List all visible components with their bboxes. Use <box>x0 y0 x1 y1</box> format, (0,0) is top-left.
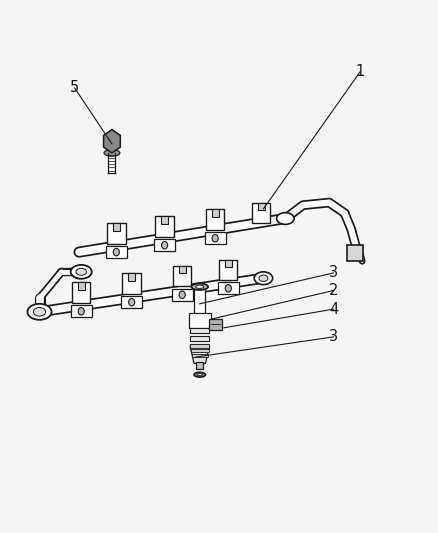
Polygon shape <box>190 346 209 364</box>
Bar <box>121 296 142 308</box>
Bar <box>178 266 185 273</box>
Bar <box>173 266 191 286</box>
Ellipse shape <box>33 308 46 316</box>
Bar <box>107 223 125 244</box>
Polygon shape <box>103 130 120 153</box>
Bar <box>72 282 90 303</box>
Bar <box>204 232 225 244</box>
Bar <box>219 260 237 280</box>
Text: 3: 3 <box>328 329 337 344</box>
Bar <box>161 216 168 224</box>
Bar <box>224 260 231 267</box>
Text: 3: 3 <box>328 265 337 280</box>
Ellipse shape <box>27 304 52 320</box>
Bar <box>188 313 210 328</box>
Circle shape <box>212 235 218 242</box>
Bar <box>78 282 85 290</box>
Circle shape <box>179 291 185 298</box>
Ellipse shape <box>276 213 293 224</box>
Text: 5: 5 <box>70 80 79 95</box>
Bar <box>71 305 92 317</box>
Text: 4: 4 <box>328 302 338 317</box>
Ellipse shape <box>71 265 92 279</box>
Bar <box>113 223 120 231</box>
Bar <box>171 289 192 301</box>
Bar <box>122 273 141 294</box>
Bar <box>190 328 209 333</box>
Bar <box>257 203 264 210</box>
Ellipse shape <box>104 150 120 156</box>
Bar <box>194 287 205 314</box>
Bar <box>191 354 207 357</box>
Ellipse shape <box>194 372 205 377</box>
Bar <box>205 209 224 230</box>
Bar <box>106 246 127 258</box>
Bar <box>154 239 175 251</box>
Bar <box>155 216 173 237</box>
Circle shape <box>128 298 134 306</box>
Bar <box>190 336 209 341</box>
Circle shape <box>225 285 231 292</box>
Ellipse shape <box>197 374 202 376</box>
Circle shape <box>161 241 167 249</box>
Ellipse shape <box>76 269 86 275</box>
Bar <box>209 319 221 330</box>
Circle shape <box>113 248 119 256</box>
Circle shape <box>78 308 84 315</box>
Text: 1: 1 <box>354 64 364 79</box>
Ellipse shape <box>191 284 208 290</box>
Ellipse shape <box>195 285 203 288</box>
Bar <box>346 245 363 261</box>
Bar <box>128 273 135 281</box>
Bar <box>190 344 209 349</box>
Bar <box>211 209 218 217</box>
Ellipse shape <box>254 272 272 285</box>
Ellipse shape <box>258 275 267 281</box>
Bar <box>191 349 208 352</box>
Bar <box>190 344 209 348</box>
Bar <box>217 282 238 294</box>
Text: 2: 2 <box>328 283 338 298</box>
Bar <box>196 362 203 369</box>
Bar <box>251 203 270 223</box>
